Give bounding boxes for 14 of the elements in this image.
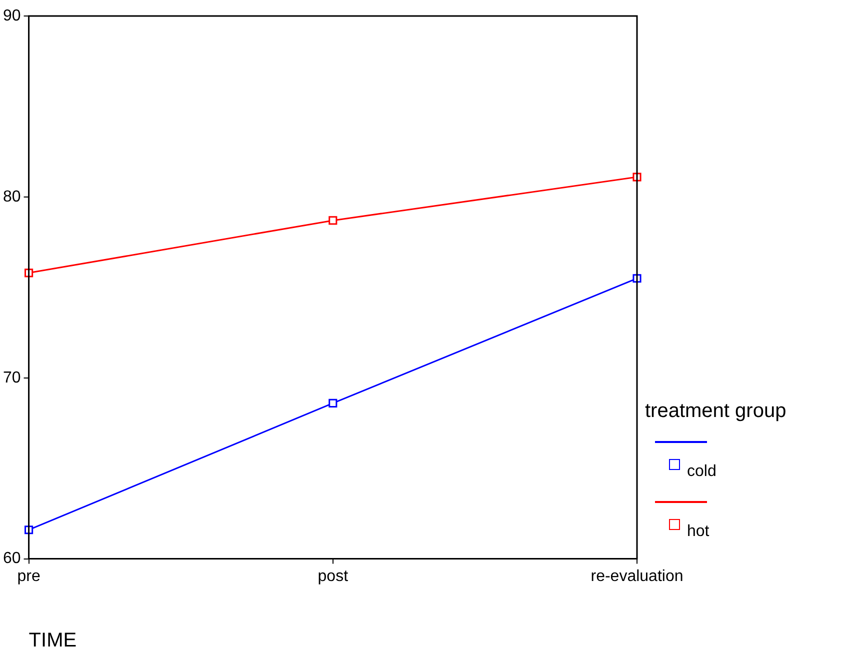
legend-label: hot [687, 523, 710, 541]
legend-title: treatment group [645, 400, 788, 423]
x-tick-label: re-evaluation [590, 568, 684, 585]
x-axis-title: TIME [28, 630, 77, 652]
point [328, 398, 338, 408]
x-tick-label: pre [17, 568, 40, 585]
y-tick-label: 80 [3, 188, 21, 206]
y-tick-label: 60 [3, 550, 21, 568]
x-tick-label: post [318, 568, 349, 585]
y-tick-label: 90 [3, 7, 21, 24]
legend-label: cold [687, 463, 716, 481]
point [632, 172, 642, 182]
point [328, 216, 338, 225]
y-tick-label: 70 [3, 369, 21, 386]
